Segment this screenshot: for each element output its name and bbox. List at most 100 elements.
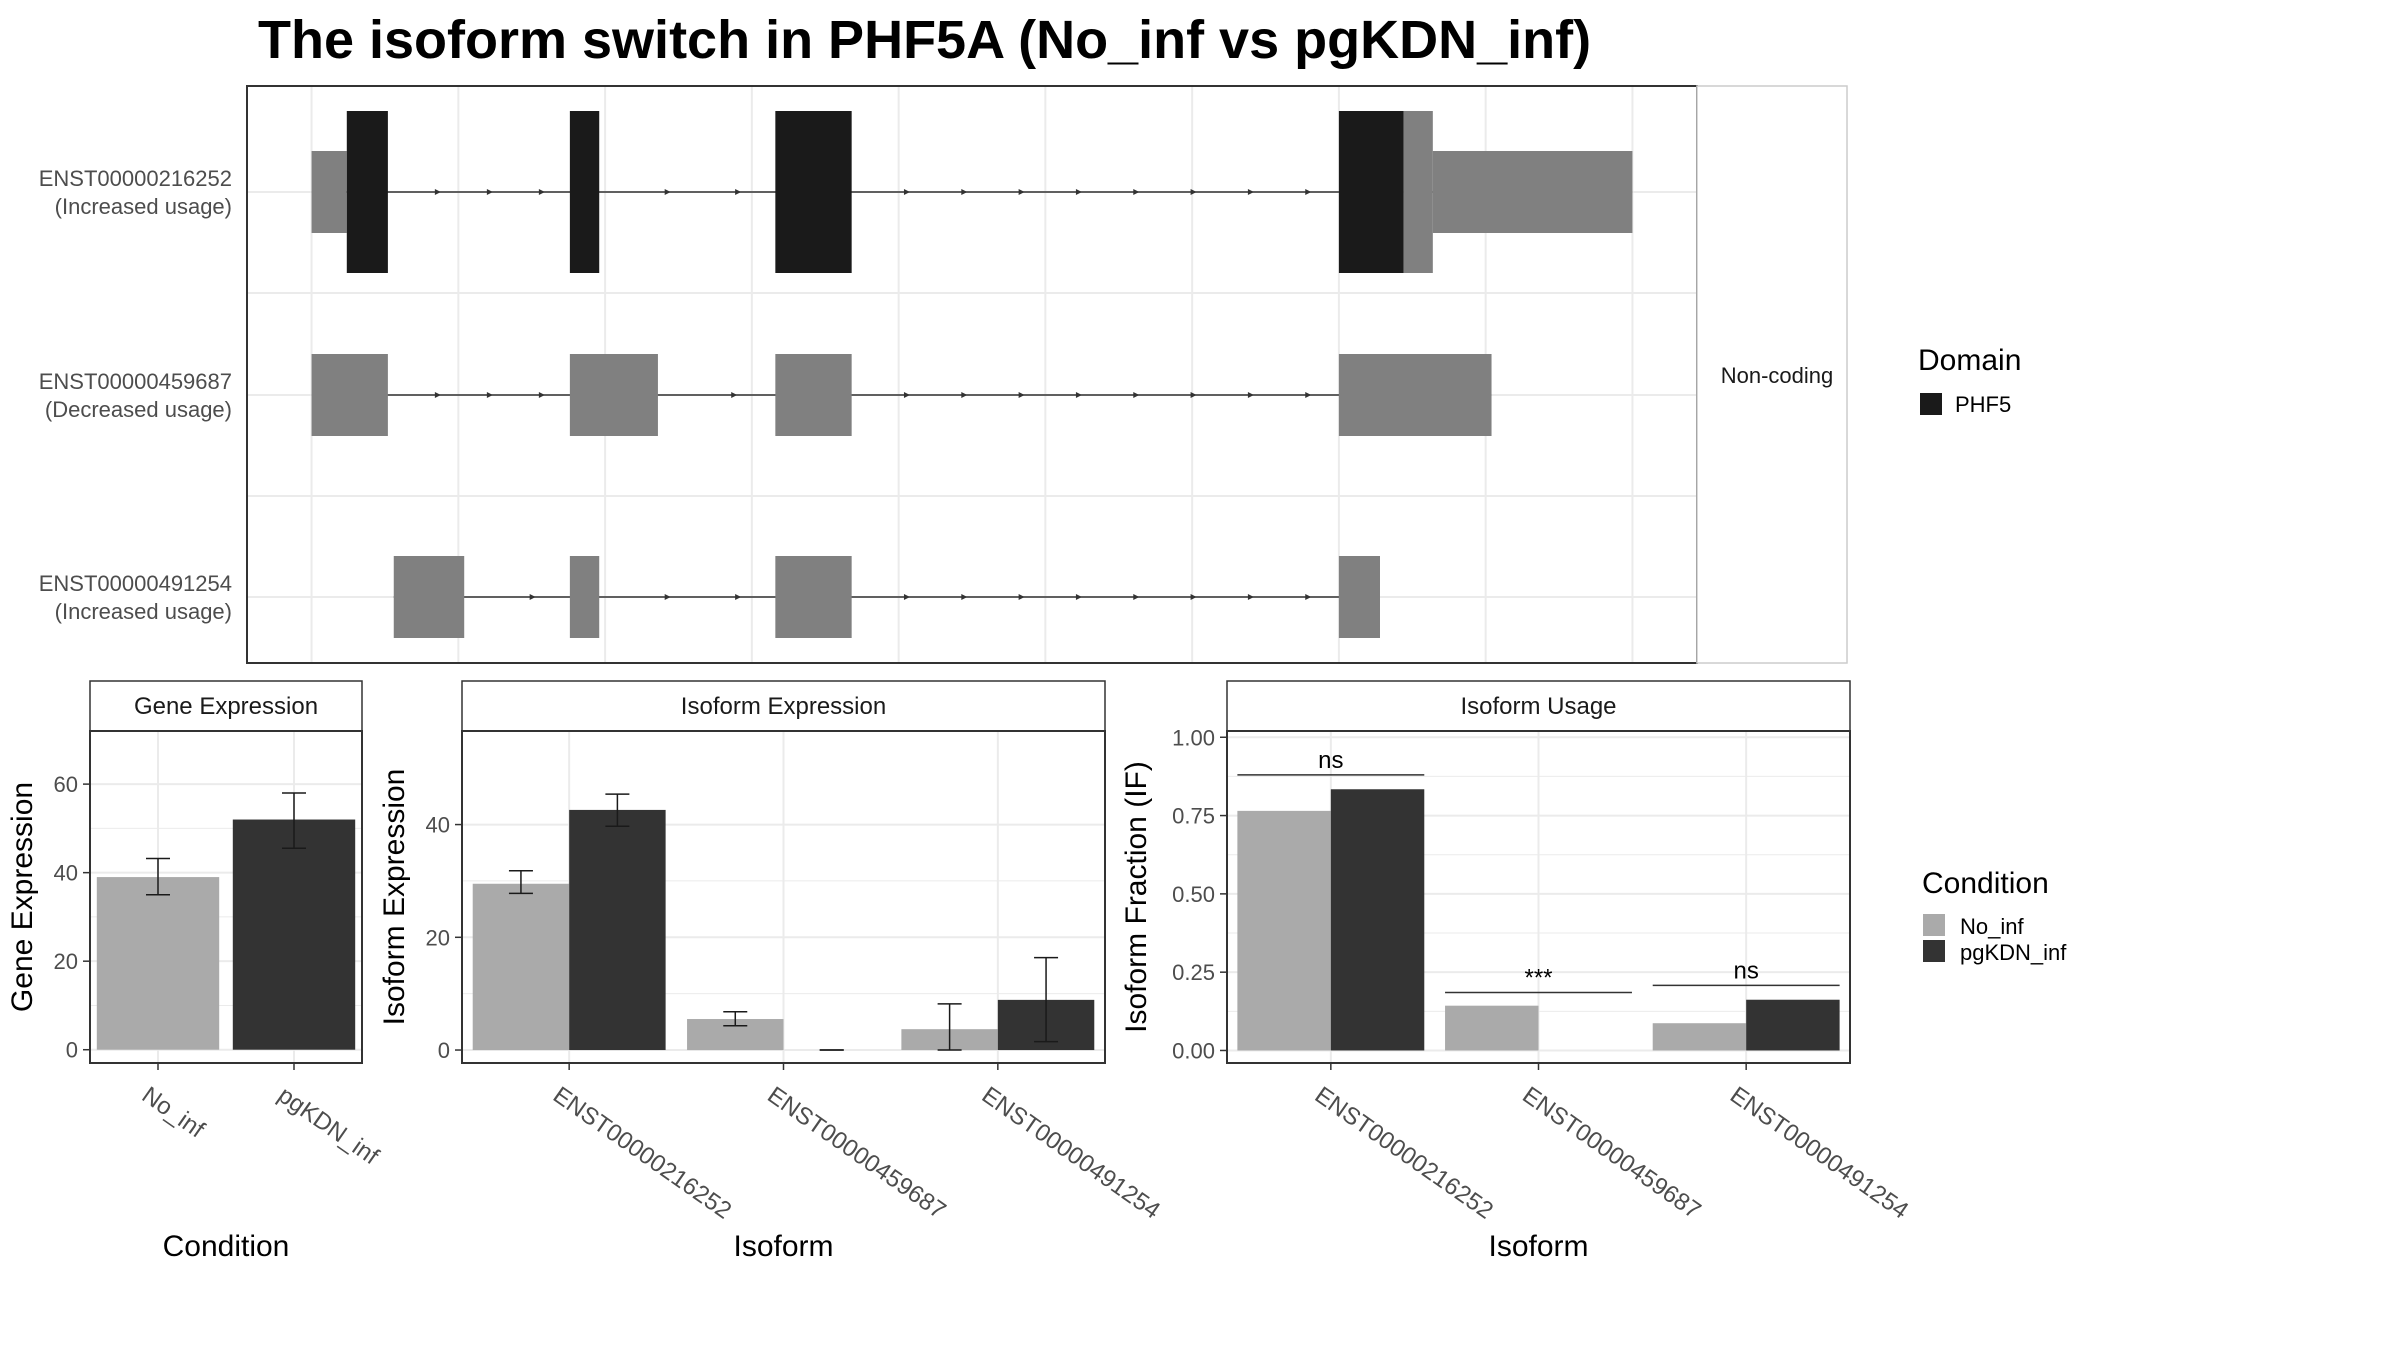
intron-arrow — [735, 189, 742, 195]
intron-arrow — [664, 594, 671, 600]
domain-legend-title: Domain — [1918, 344, 2021, 377]
bar-pgKDN_inf-ENST00000491254 — [1746, 999, 1840, 1051]
x-tick-label: ENST00000216252 — [548, 1082, 736, 1225]
exon-block — [569, 111, 600, 273]
bar-No_inf — [96, 877, 220, 1050]
x-axis-title: Isoform — [733, 1230, 833, 1263]
y-tick-label: 20 — [54, 949, 78, 974]
intron-arrow — [1133, 189, 1140, 195]
intron-arrow — [1018, 189, 1025, 195]
intron-arrow — [1075, 594, 1082, 600]
exon-block — [775, 111, 852, 273]
intron-arrow — [1190, 189, 1197, 195]
bar-pgKDN_inf-ENST00000216252 — [569, 809, 666, 1051]
intron-arrow — [486, 189, 493, 195]
intron-arrow — [1247, 392, 1254, 398]
bar-pgKDN_inf-ENST00000216252 — [1330, 789, 1425, 1051]
intron-arrow — [434, 189, 441, 195]
intron-arrow — [434, 392, 441, 398]
y-tick-label: 0.75 — [1172, 804, 1215, 829]
x-axis-title: Condition — [163, 1230, 290, 1263]
domain-legend-label: PHF5 — [1955, 392, 2011, 417]
transcript-id-label: ENST00000491254 — [39, 571, 232, 596]
intron-arrow — [1075, 189, 1082, 195]
y-tick-label: 0 — [438, 1038, 450, 1063]
condition-legend-title: Condition — [1922, 867, 2049, 900]
transcript-usage-label: (Increased usage) — [55, 194, 232, 219]
panel-border — [89, 730, 363, 1064]
transcript-ENST00000491254 — [393, 556, 1380, 638]
intron-arrow — [1018, 392, 1025, 398]
intron-arrow — [538, 189, 545, 195]
exon-block — [569, 556, 600, 638]
exon-block — [1338, 111, 1404, 273]
transcript-ENST00000459687 — [311, 354, 1492, 436]
y-tick-label: 0.50 — [1172, 882, 1215, 907]
condition-legend-key — [1923, 940, 1945, 962]
exon-block — [775, 556, 852, 638]
significance-label: ns — [1318, 747, 1343, 774]
exon-block — [775, 354, 852, 436]
exon-block — [1432, 151, 1633, 233]
x-tick-label: No_inf — [137, 1082, 210, 1144]
transcript-usage-label: (Decreased usage) — [45, 397, 232, 422]
intron-arrow — [1305, 392, 1312, 398]
intron-arrow — [735, 594, 742, 600]
transcript-ENST00000216252 — [311, 111, 1633, 273]
intron-arrow — [961, 594, 968, 600]
intron-arrow — [1190, 594, 1197, 600]
figure-layer: ENST00000216252 (Increased usage) ENST0000… — [6, 85, 2067, 1263]
intron-arrow — [1247, 594, 1254, 600]
condition-legend-key — [1923, 914, 1945, 936]
intron-arrow — [903, 392, 910, 398]
intron-arrow — [1305, 189, 1312, 195]
panel-strip — [1226, 680, 1851, 732]
bar-No_inf-ENST00000459687 — [1445, 1005, 1539, 1051]
exon-block — [311, 354, 388, 436]
significance-label: ns — [1733, 957, 1758, 984]
transcript-id-label: ENST00000459687 — [39, 369, 232, 394]
gene-structure-panel: ENST00000216252 (Increased usage) ENST0000… — [39, 85, 2021, 664]
intron-arrow — [961, 392, 968, 398]
intron-arrow — [1018, 594, 1025, 600]
x-tick-label: ENST00000491254 — [1725, 1082, 1913, 1225]
bar-pgKDN_inf — [232, 819, 356, 1050]
panel-strip-label: Isoform Usage — [1460, 693, 1616, 720]
panel-strip-label: Isoform Expression — [681, 693, 886, 720]
bar-No_inf-ENST00000216252 — [1237, 810, 1331, 1051]
y-tick-label: 1.00 — [1172, 725, 1215, 750]
transcript-usage-label: (Increased usage) — [55, 599, 232, 624]
exon-block — [1338, 354, 1492, 436]
condition-legend-label: pgKDN_inf — [1960, 940, 2067, 965]
y-tick-label: 20 — [426, 925, 450, 950]
y-tick-label: 0.25 — [1172, 960, 1215, 985]
x-tick-label: ENST00000216252 — [1310, 1082, 1498, 1225]
x-tick-label: pgKDN_inf — [273, 1082, 384, 1171]
y-tick-label: 0 — [66, 1038, 78, 1063]
intron-arrow — [538, 392, 545, 398]
exon-block — [569, 354, 658, 436]
facet-strip-label: Non-coding — [1721, 363, 1834, 388]
bar-No_inf-ENST00000491254 — [1652, 1023, 1747, 1051]
intron-arrow — [903, 594, 910, 600]
intron-arrow — [486, 392, 493, 398]
intron-arrow — [961, 189, 968, 195]
bar-No_inf-ENST00000216252 — [472, 883, 570, 1051]
y-tick-label: 60 — [54, 772, 78, 797]
x-tick-label: ENST00000459687 — [1517, 1082, 1705, 1225]
intron-arrow — [1075, 392, 1082, 398]
transcript-id-label: ENST00000216252 — [39, 166, 232, 191]
y-axis-title: Isoform Fraction (IF) — [1120, 761, 1153, 1033]
exon-block — [1403, 111, 1433, 273]
panel-gene-expression: Gene Expression 0 20 40 60 No_inf pgKDN_inf Gen… — [6, 680, 384, 1263]
x-tick-label: ENST00000459687 — [762, 1082, 950, 1225]
intron-arrow — [1190, 392, 1197, 398]
exon-block — [311, 151, 347, 233]
domain-legend-key — [1920, 393, 1942, 415]
intron-arrow — [664, 189, 671, 195]
exon-block — [393, 556, 465, 638]
panel-isoform-usage: Isoform Usage ns *** ns 0.00 0.25 0.50 0.75 1.00… — [1120, 680, 1913, 1263]
